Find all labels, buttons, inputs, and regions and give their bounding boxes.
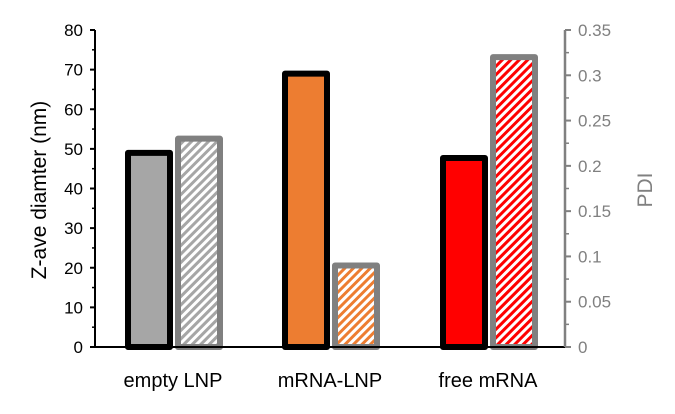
y-axis-right-label: PDI [634,172,657,207]
y-tick-label-right: 0.15 [578,202,611,221]
axes: empty LNP mRNA-LNP free mRNA 0 10 20 30 40 50 60 7… [64,21,611,392]
x-tick-label: mRNA-LNP [278,370,382,392]
x-tick-label: empty LNP [124,370,223,392]
y-tick-label-right: 0 [578,338,587,357]
x-tick-label: free mRNA [439,370,539,392]
y-tick-label-right: 0.3 [578,66,602,85]
y-tick-label-left: 30 [64,219,83,238]
bar-zave-0 [125,149,173,350]
y-tick-label-left: 10 [64,298,83,317]
bars [125,54,538,351]
bar-pdi-2 [490,54,538,351]
y-tick-label-left: 80 [64,21,83,40]
bar-pdi-1 [332,262,380,350]
bar-zave-1 [282,70,330,351]
y-axis-label: Z-ave diamter (nm) [28,101,51,280]
y-tick-label-right: 0.05 [578,293,611,312]
y-tick-label-right: 0.25 [578,112,611,131]
y-tick-label-left: 20 [64,259,83,278]
y-tick-label-left: 50 [64,140,83,159]
y-tick-label-left: 70 [64,61,83,80]
y-tick-label-right: 0.2 [578,157,602,176]
y-tick-label-right: 0.1 [578,247,602,266]
y-tick-label-right: 0.35 [578,21,611,40]
y-tick-label-left: 40 [64,180,83,199]
bar-pdi-0 [175,135,223,350]
bar-zave-2 [440,154,488,350]
y-tick-label-left: 0 [74,338,83,357]
y-tick-label-left: 60 [64,100,83,119]
